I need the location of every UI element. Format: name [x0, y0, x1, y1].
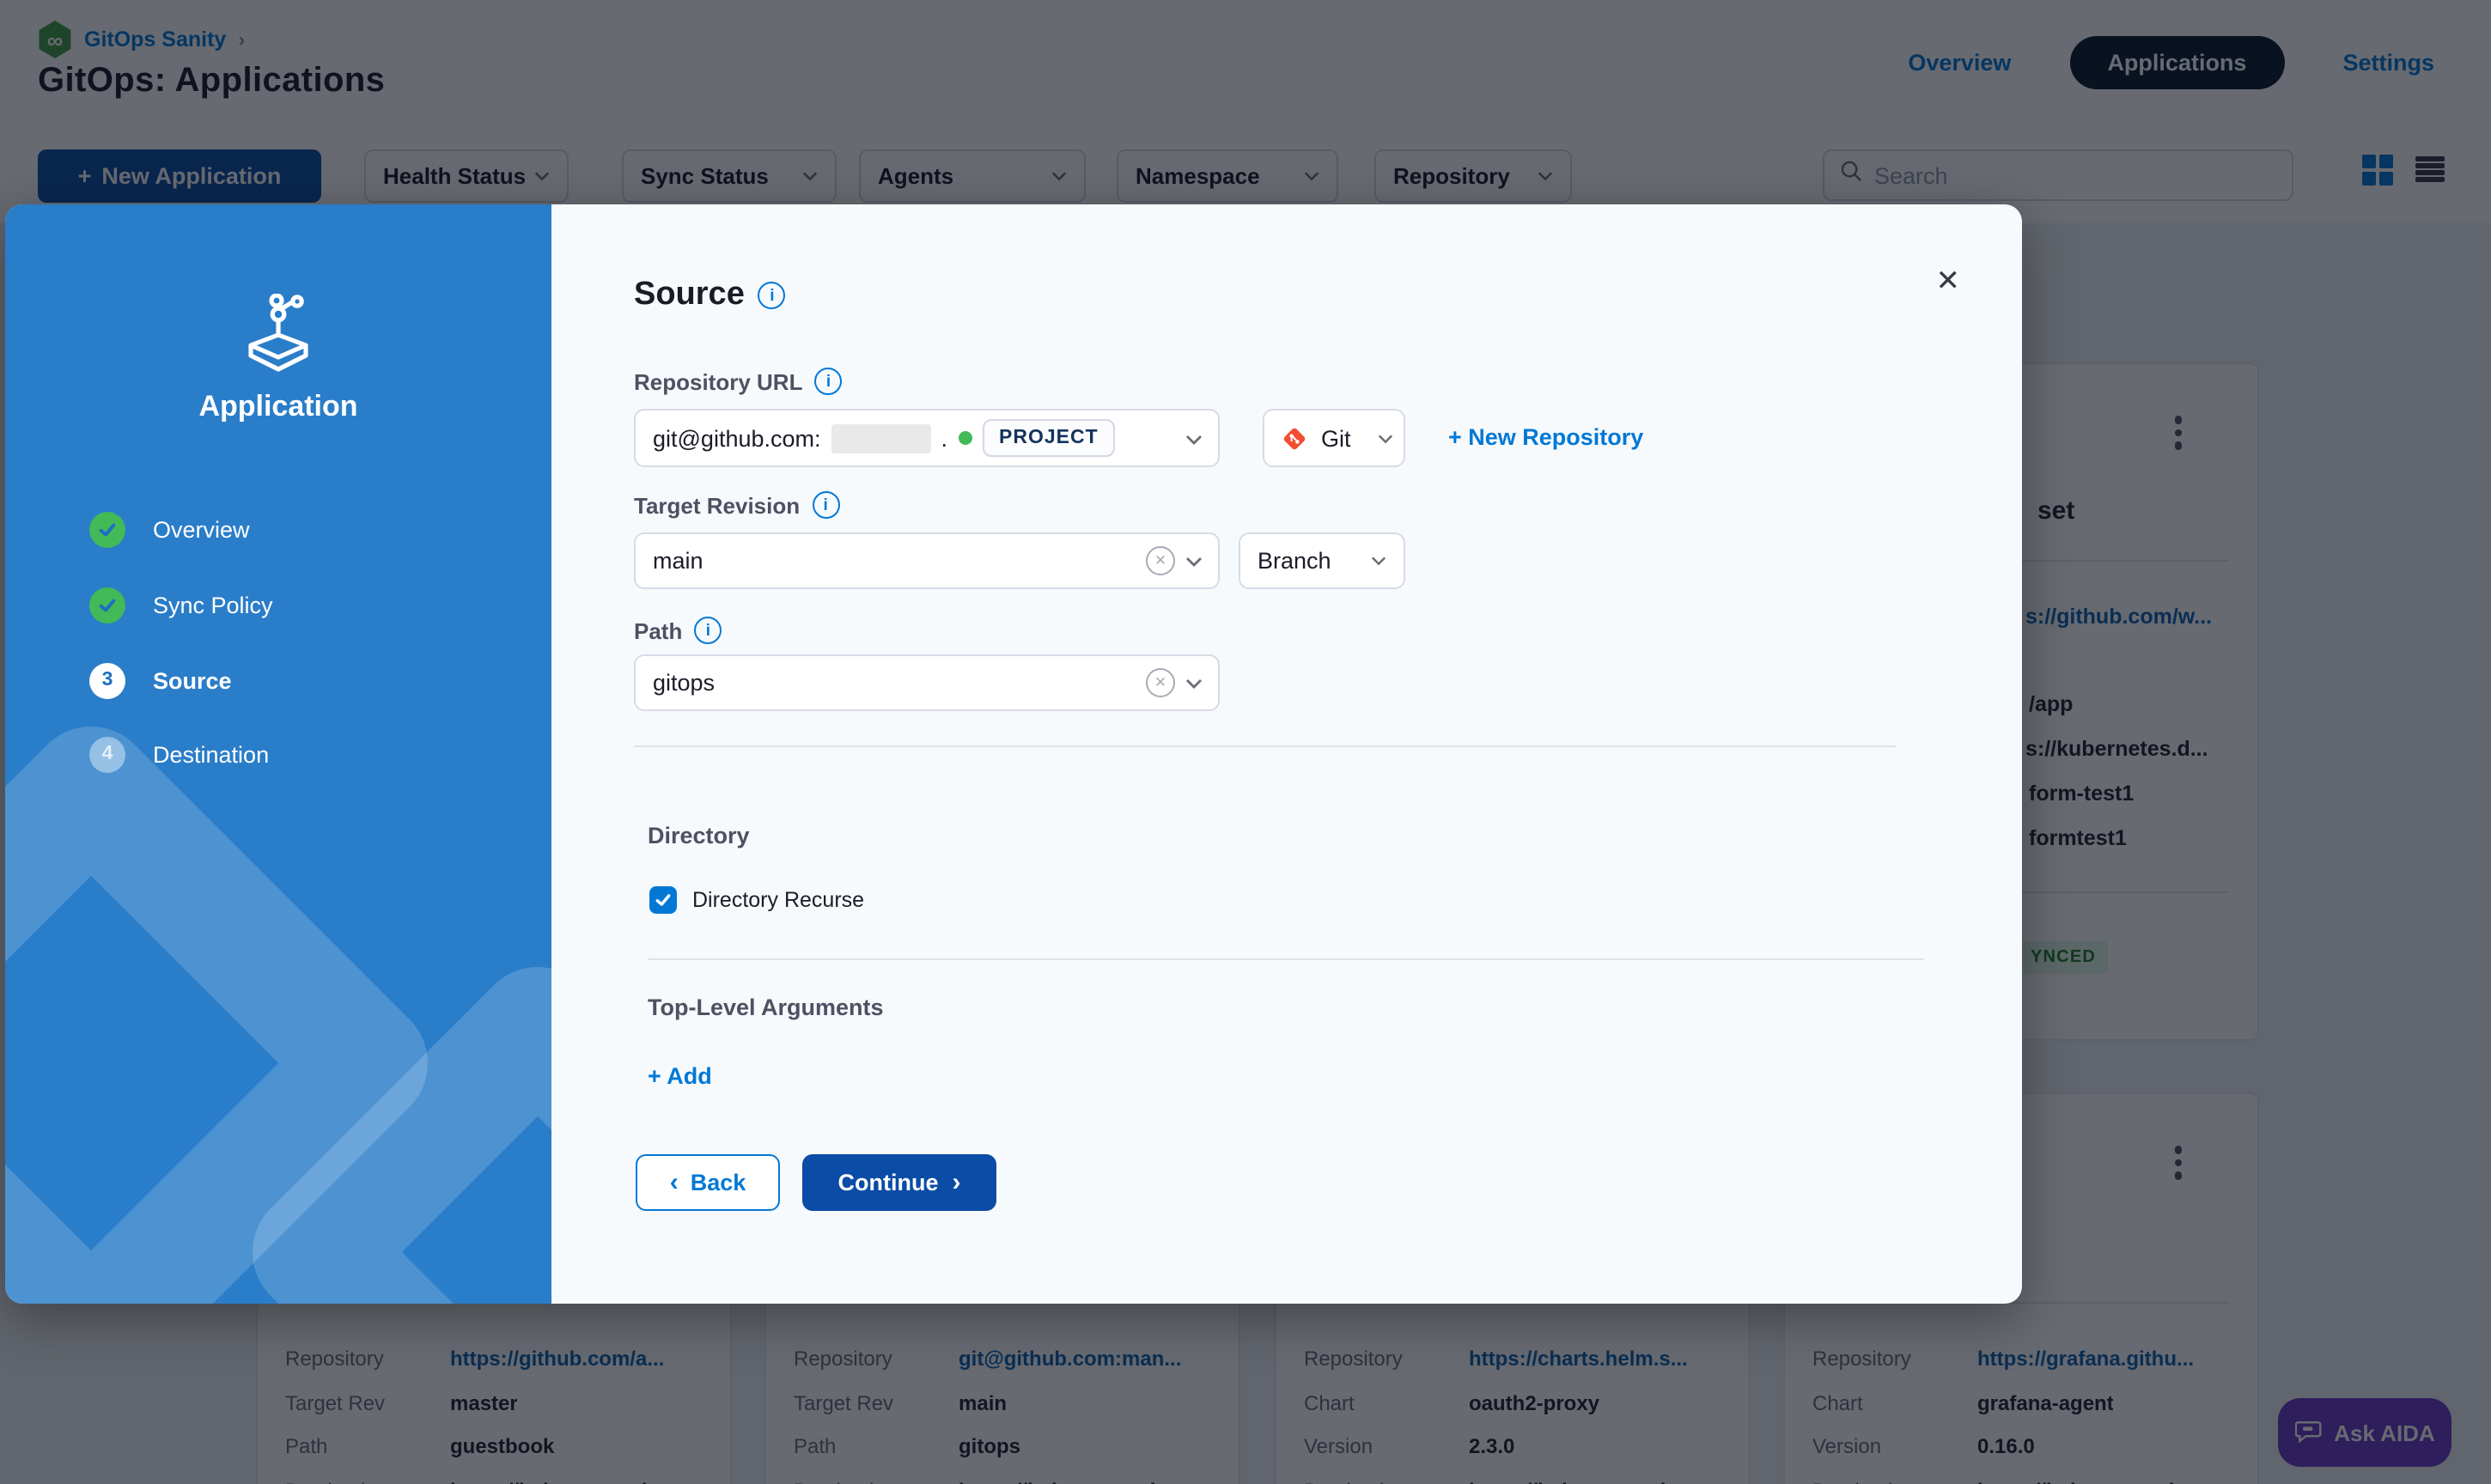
wizard-title: Application — [198, 390, 358, 423]
chevron-left-icon: ‹ — [669, 1168, 679, 1197]
directory-heading: Directory — [648, 823, 750, 848]
target-revision-input[interactable]: main ✕ — [634, 532, 1220, 589]
continue-button[interactable]: Continue › — [802, 1154, 996, 1211]
clear-icon[interactable]: ✕ — [1146, 546, 1175, 575]
chevron-down-icon[interactable] — [1185, 675, 1202, 690]
source-step-form: Source i ✕ Repository URL i git@github.c… — [551, 204, 2022, 1304]
connected-status-dot — [958, 431, 972, 445]
path-input[interactable]: gitops ✕ — [634, 654, 1220, 711]
directory-recurse-label: Directory Recurse — [692, 888, 865, 912]
info-icon[interactable]: i — [812, 491, 840, 519]
clear-icon[interactable]: ✕ — [1146, 668, 1175, 697]
check-icon — [89, 587, 125, 623]
new-application-wizard-modal: Application Overview Sync Policy 3 Sourc… — [5, 204, 2022, 1304]
new-repository-link[interactable]: + New Repository — [1448, 424, 1644, 450]
path-label: Path i — [634, 617, 722, 644]
info-icon[interactable]: i — [758, 282, 786, 309]
repository-url-label: Repository URL i — [634, 368, 843, 395]
step-number: 3 — [89, 662, 125, 698]
add-argument-link[interactable]: + Add — [648, 1063, 712, 1089]
directory-recurse-row: Directory Recurse — [649, 886, 864, 914]
info-icon[interactable]: i — [694, 617, 722, 644]
step-destination[interactable]: 4 Destination — [89, 735, 269, 773]
step-overview[interactable]: Overview — [89, 510, 250, 548]
repository-url-input[interactable]: git@github.com: . PROJECT — [634, 409, 1220, 467]
modal-title: Source i — [634, 277, 786, 314]
top-level-arguments-heading: Top-Level Arguments — [648, 994, 884, 1020]
directory-recurse-checkbox[interactable] — [649, 886, 677, 914]
step-number: 4 — [89, 736, 125, 772]
wizard-sidebar: Application Overview Sync Policy 3 Sourc… — [5, 204, 551, 1304]
project-scope-tag: PROJECT — [982, 419, 1116, 457]
chevron-right-icon: › — [952, 1168, 961, 1197]
check-icon — [89, 511, 125, 547]
chevron-down-icon — [1371, 553, 1386, 569]
git-icon — [1282, 425, 1307, 451]
application-icon — [241, 293, 316, 381]
step-sync-policy[interactable]: Sync Policy — [89, 586, 273, 623]
step-source[interactable]: 3 Source — [89, 661, 232, 699]
chevron-down-icon[interactable] — [1185, 430, 1202, 446]
chevron-down-icon[interactable] — [1185, 553, 1202, 569]
chevron-down-icon — [1379, 430, 1394, 446]
divider — [634, 745, 1897, 747]
divider — [648, 958, 1924, 960]
close-icon[interactable]: ✕ — [1935, 265, 1961, 297]
info-icon[interactable]: i — [814, 368, 843, 395]
back-button[interactable]: ‹ Back — [636, 1154, 780, 1211]
harness-watermark-icon — [5, 727, 551, 1304]
repo-type-select[interactable]: Git — [1263, 409, 1405, 467]
target-revision-label: Target Revision i — [634, 491, 840, 519]
revision-type-select[interactable]: Branch — [1239, 532, 1405, 589]
redacted-text — [831, 423, 931, 453]
